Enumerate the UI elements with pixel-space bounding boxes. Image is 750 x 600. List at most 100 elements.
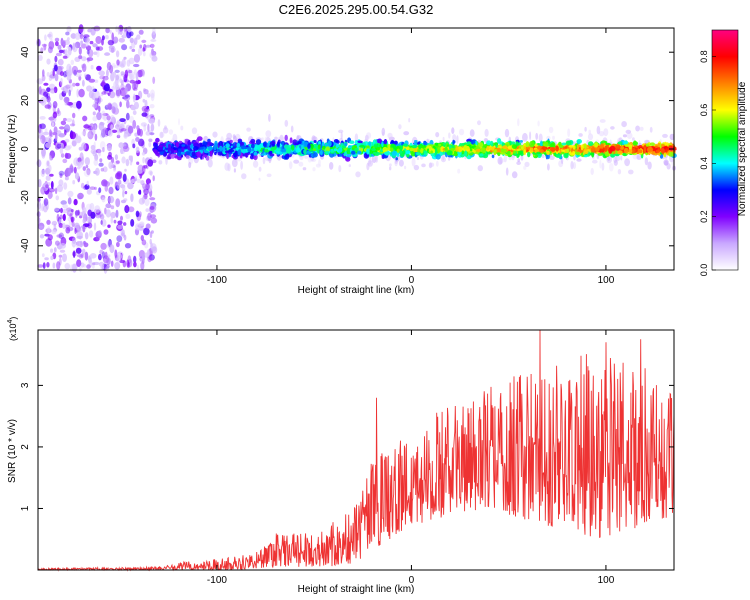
spectrogram-band-cell <box>312 152 318 158</box>
spectrogram-halo <box>389 163 392 167</box>
spectrogram-halo <box>241 173 247 180</box>
spectrogram-speckle <box>77 209 80 216</box>
spectrogram-speckle <box>139 69 145 77</box>
spectrogram-speckle <box>65 31 70 36</box>
spectrogram-speckle <box>82 166 87 172</box>
spectrogram-speckle <box>138 138 145 147</box>
spectrogram-speckle <box>67 46 72 56</box>
spectrogram-speckle <box>72 250 76 258</box>
spectrogram-speckle <box>103 83 110 92</box>
spectrogram-band-cell <box>307 143 311 149</box>
spectrogram-halo <box>516 161 521 166</box>
spectrogram-speckle <box>149 104 155 109</box>
spectrogram-speckle <box>62 49 66 54</box>
spectrogram-speckle <box>52 262 56 269</box>
spectrogram-band-cell <box>457 146 463 153</box>
spectrogram-halo <box>649 126 653 133</box>
spectrogram-band-cell <box>153 149 158 153</box>
spectrogram-band-cell <box>342 145 346 149</box>
spectrogram-halo <box>417 156 419 161</box>
spectrogram-halo <box>288 161 293 170</box>
spectrogram-band-cell <box>529 147 534 152</box>
spectrogram-band-cell <box>414 140 418 143</box>
spectrogram-band-cell <box>455 147 459 152</box>
spectrogram-band-cell <box>271 143 275 147</box>
spectrogram-speckle <box>76 253 84 258</box>
spectrogram-halo <box>435 132 440 138</box>
spectrogram-speckle <box>58 170 65 176</box>
spectrogram-speckle <box>122 186 126 192</box>
spectrogram-speckle <box>67 197 72 205</box>
spectrogram-band-cell <box>368 141 372 147</box>
spectrogram-halo <box>572 161 577 170</box>
spectrogram-speckle <box>120 128 127 132</box>
spectrogram-speckle <box>145 208 150 213</box>
spectrogram-band-cell <box>520 146 524 150</box>
spectrogram-speckle <box>66 101 73 106</box>
spectrogram-speckle <box>95 36 102 44</box>
spectrogram-band-cell <box>242 146 248 150</box>
spectrogram-speckle <box>119 101 122 108</box>
spectrogram-band-cell <box>448 144 452 150</box>
spectrogram-speckle <box>148 118 155 124</box>
spectrogram-speckle <box>64 138 70 143</box>
spectrogram-speckle <box>147 255 152 263</box>
spectrogram-speckle <box>151 246 158 254</box>
spectrogram-speckle <box>133 54 141 63</box>
spectrogram-speckle <box>107 195 115 204</box>
spectrogram-speckle <box>143 165 148 169</box>
spectrogram-speckle <box>44 34 47 41</box>
spectrogram-speckle <box>60 77 63 87</box>
figure-title: C2E6.2025.295.00.54.G32 <box>279 2 434 17</box>
spectrogram-speckle <box>47 33 52 38</box>
spectrogram-halo <box>517 158 520 163</box>
spectrogram-speckle <box>89 202 95 211</box>
spectrogram-speckle <box>127 125 134 134</box>
spectrogram-halo <box>617 169 622 175</box>
spectrogram-speckle <box>138 211 142 218</box>
spectrogram-speckle <box>60 200 67 205</box>
spectrogram-speckle <box>48 83 56 91</box>
spectrogram-speckle <box>126 59 131 67</box>
spectrogram-halo <box>541 154 545 159</box>
spectrogram-band-cell <box>572 150 576 156</box>
spectrogram-band-cell <box>402 143 408 147</box>
spectrogram-speckle <box>42 262 46 269</box>
spectrogram-band-cell <box>546 150 550 155</box>
spectrogram-band-cell <box>325 146 331 153</box>
spectrogram-speckle <box>93 123 98 131</box>
spectrogram-speckle <box>41 151 46 159</box>
spectrogram-speckle <box>38 86 42 95</box>
spectrogram-halo <box>224 162 230 171</box>
spectrogram-halo <box>404 165 407 170</box>
spectrogram-speckle <box>59 65 64 70</box>
spectrogram-band-cell <box>583 154 588 158</box>
spectrogram-speckle <box>54 207 60 212</box>
spectrogram-halo <box>624 158 630 167</box>
spectrogram-speckle <box>37 205 43 211</box>
spectrogram-band-cell <box>566 148 570 153</box>
spectrogram-band-cell <box>157 146 163 150</box>
spectrogram-band-cell <box>490 140 494 147</box>
spectrogram-speckle <box>140 122 147 127</box>
spectrogram-band-cell <box>239 141 245 146</box>
spectrogram-speckle <box>124 86 128 94</box>
spectrogram-speckle <box>137 69 144 78</box>
spectrogram-speckle <box>55 195 60 201</box>
spectrogram-speckle <box>45 175 51 181</box>
spectrogram-band-cell <box>177 156 182 161</box>
spectrogram-speckle <box>120 199 127 204</box>
spectrogram-speckle <box>120 63 125 69</box>
spectrogram-band-cell <box>313 140 317 143</box>
spectrogram-speckle <box>62 204 68 209</box>
spectrogram-band-cell <box>303 149 307 155</box>
spectrogram-speckle <box>74 227 77 235</box>
spectrogram-speckle <box>84 73 87 78</box>
spectrogram-band-cell <box>527 151 531 158</box>
spectrogram-speckle <box>141 112 148 117</box>
spectrogram-speckle <box>150 217 158 224</box>
spectrogram-band-cell <box>523 149 527 156</box>
spectrogram-band-cell <box>286 147 291 154</box>
spectrogram-band-cell <box>254 145 258 152</box>
snr-y-tick-label: 3 <box>20 382 31 388</box>
